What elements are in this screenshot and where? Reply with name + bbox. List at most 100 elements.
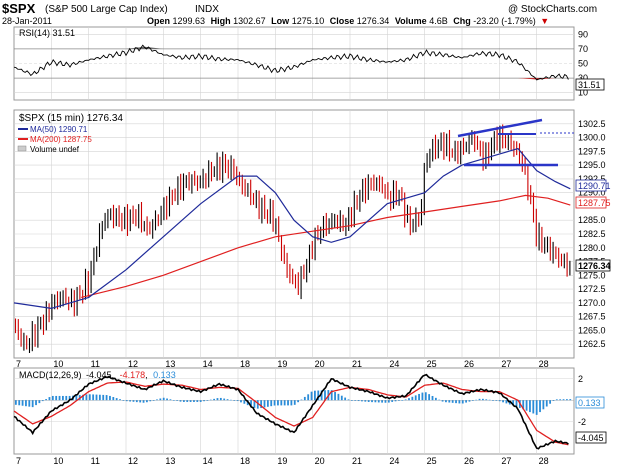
macd-histogram-bar [223, 398, 226, 401]
macd-histogram-bar [206, 400, 209, 401]
x-axis-label: 20 [315, 456, 325, 466]
macd-histogram-bar [18, 400, 21, 406]
x-axis-label: 26 [464, 359, 474, 369]
price-tick-label: 1295.0 [578, 160, 606, 170]
macd-histogram-bar [95, 394, 98, 401]
macd-histogram-bar [314, 390, 316, 401]
x-axis-label: 11 [91, 359, 100, 369]
macd-histogram-bar [176, 400, 179, 401]
macd-histogram-bar [283, 400, 286, 406]
x-axis-label: 24 [389, 359, 399, 369]
macd-legend: MACD(12,26,9) -4.045, -4.178, 0.133 [19, 370, 176, 380]
macd-histogram-bar [367, 400, 370, 402]
macd-histogram-bar [569, 399, 572, 401]
x-axis-label: 12 [128, 359, 138, 369]
macd-histogram-bar [162, 397, 165, 401]
macd-histogram-bar [505, 400, 508, 404]
svg-text:-4.045: -4.045 [578, 433, 604, 443]
index-name: (S&P 500 Large Cap Index) [45, 4, 168, 15]
price-tick-label: 1267.5 [578, 312, 606, 322]
macd-histogram-bar [428, 394, 431, 401]
price-tick-label: 1297.5 [578, 146, 606, 156]
price-tick-label: 1280.0 [578, 243, 606, 253]
macd-histogram-bar [552, 400, 555, 401]
x-axis-label: 24 [389, 456, 399, 466]
macd-histogram-bar [539, 400, 541, 413]
macd-histogram-bar [48, 397, 51, 401]
macd-histogram-bar [310, 391, 313, 401]
macd-histogram-bar [525, 400, 528, 411]
macd-histogram-bar [189, 400, 192, 402]
macd-histogram-bar [25, 400, 27, 407]
macd-histogram-bar [471, 400, 474, 401]
macd-histogram-bar [334, 391, 336, 401]
ma200-value-badge: 1287.75 [575, 196, 611, 209]
macd-histogram-bar [482, 398, 484, 401]
macd-histogram-bar [135, 400, 138, 403]
rsi-oversold-fill [518, 78, 537, 80]
ma200-line [81, 194, 571, 298]
macd-histogram-bar [21, 400, 24, 406]
macd-histogram-bar [196, 400, 199, 402]
macd-histogram-bar [253, 400, 256, 408]
macd-histogram-bar [438, 399, 441, 401]
rsi-line [13, 44, 569, 81]
macd-histogram-bar [381, 400, 384, 403]
macd-histogram-bar [226, 399, 229, 401]
macd-histogram-bar [55, 395, 58, 401]
macd-histogram-bar [119, 399, 121, 401]
quote-date: 28-Jan-2011 [2, 16, 52, 26]
rising-wedge-top-trendline [457, 118, 543, 138]
macd-histogram-bar [455, 400, 457, 404]
macd-histogram-bar [260, 400, 263, 409]
macd-histogram-bar [461, 400, 464, 404]
macd-histogram-bar [112, 397, 115, 401]
x-axis-labels-top: 7 10 11 12 13 14 18 19 20 21 24 25 26 27 28 [16, 359, 549, 369]
macd-histogram-bar [515, 400, 518, 407]
macd-histogram-bar [14, 400, 17, 405]
macd-value-badge: -4.045 [575, 431, 607, 444]
macd-histogram-bar [320, 390, 323, 401]
macd-histogram-bar [424, 392, 427, 401]
macd-histogram-bar [394, 400, 397, 402]
price-bars [14, 124, 571, 353]
macd-histogram-bar [209, 399, 212, 401]
macd-histogram-bar [98, 394, 101, 401]
macd-histogram-bar [115, 398, 118, 401]
macd-histogram-bar [152, 400, 155, 401]
macd-histogram-bar [357, 400, 360, 402]
macd-histogram-bar [465, 400, 468, 403]
macd-histogram-bar [203, 400, 205, 402]
macd-histogram-bar [401, 400, 404, 401]
macd-histogram-bar [172, 400, 175, 401]
macd-histogram-bar [273, 400, 276, 406]
macd-histogram-bar [149, 400, 152, 402]
macd-histogram-bar [414, 395, 417, 401]
rsi-value-badge: 31.51 [575, 78, 605, 91]
macd-histogram-bar [266, 400, 269, 407]
ma200-legend: MA(200) 1287.75 [30, 135, 92, 144]
macd-histogram-bar [243, 400, 246, 404]
macd-histogram-bar [122, 400, 125, 401]
macd-histogram-bar [458, 400, 461, 404]
macd-histogram-bar [51, 395, 54, 401]
macd-histogram-bar [129, 400, 132, 402]
ma50-line [13, 147, 571, 310]
macd-histogram-bar [300, 399, 303, 401]
macd-histogram-bar [82, 394, 84, 401]
macd-histogram-bar [250, 400, 252, 407]
price-legend-title: $SPX (15 min) 1276.34 [19, 113, 123, 124]
macd-histogram-bar [92, 394, 95, 401]
price-tick-label: 1262.5 [578, 339, 606, 349]
macd-histogram-bar [35, 400, 37, 406]
rsi-axis-ticks: 90 70 50 30 10 [578, 29, 588, 97]
macd-histogram-bar [555, 399, 558, 401]
macd-histogram-bar [451, 400, 454, 403]
x-axis-label: 21 [352, 456, 362, 466]
macd-hist-value-badge: 0.133 [575, 396, 605, 409]
macd-histogram-bar [502, 400, 504, 403]
x-axis-label: 19 [277, 456, 287, 466]
macd-histogram-bar [404, 399, 407, 401]
x-axis-label: 7 [16, 456, 21, 466]
